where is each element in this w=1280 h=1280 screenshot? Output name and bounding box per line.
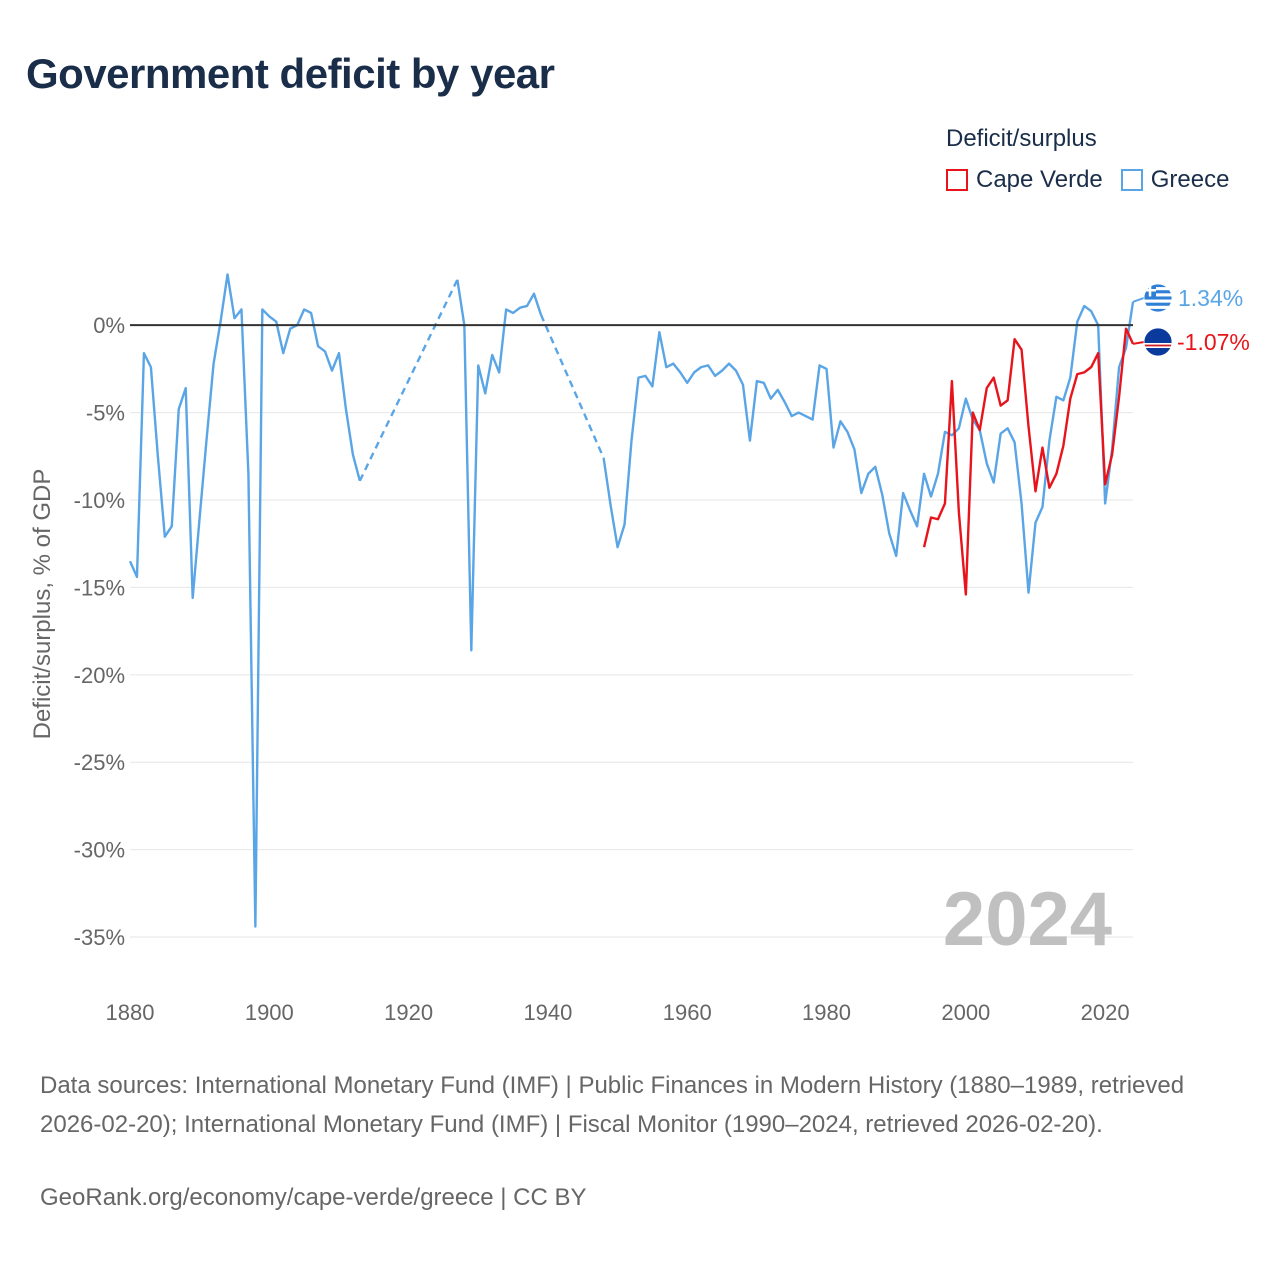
source-note: Data sources: International Monetary Fun… xyxy=(40,1072,1185,1138)
cape-verde-end-connector xyxy=(1132,341,1145,345)
x-tick-label: 1900 xyxy=(245,1000,294,1025)
legend-item-greece[interactable]: Greece xyxy=(1120,166,1230,194)
cape-verde-flag-icon xyxy=(1144,328,1172,356)
y-tick-label: -25% xyxy=(74,750,125,775)
series-line-greece[interactable] xyxy=(128,273,362,928)
y-tick-label: -20% xyxy=(74,663,125,688)
y-axis-label: Deficit/surplus, % of GDP xyxy=(29,469,56,740)
series-gap-greece xyxy=(358,279,459,482)
chart-title: Government deficit by year xyxy=(26,50,555,97)
y-tick-label: -30% xyxy=(74,838,125,863)
series-line-greece[interactable] xyxy=(456,279,543,652)
legend-swatch-cape-verde xyxy=(946,169,968,191)
series-line-cape-verde[interactable] xyxy=(922,327,1135,596)
end-markers: 1.34% -1.07% xyxy=(1132,283,1250,357)
x-tick-label: 1920 xyxy=(384,1000,433,1025)
series-lines xyxy=(128,273,1135,928)
x-axis-ticks: 1880 1900 1920 1940 1960 1980 2000 2020 xyxy=(106,1000,1130,1025)
x-tick-label: 1880 xyxy=(106,1000,155,1025)
legend-item-cape-verde[interactable]: Cape Verde xyxy=(946,166,1103,194)
legend-label-cape-verde: Cape Verde xyxy=(976,166,1103,193)
y-tick-label: -5% xyxy=(86,401,125,426)
legend-swatch-greece xyxy=(1120,169,1143,191)
y-tick-label: -35% xyxy=(74,925,125,950)
y-tick-label: -10% xyxy=(74,488,125,513)
series-gap-greece xyxy=(539,314,605,459)
year-watermark: 2024 xyxy=(943,877,1112,962)
series-line-greece[interactable] xyxy=(602,301,1135,594)
x-tick-label: 1980 xyxy=(802,1000,851,1025)
y-tick-label: -15% xyxy=(74,575,125,600)
greece-end-value: 1.34% xyxy=(1178,285,1243,311)
y-tick-label: 0% xyxy=(93,313,125,338)
x-tick-label: 1940 xyxy=(523,1000,572,1025)
x-tick-label: 2000 xyxy=(941,1000,990,1025)
line-chart: 0% -5% -10% -15% -20% -25% -30% -35% 1880 1900 19… xyxy=(29,273,1250,1025)
greece-end-connector xyxy=(1132,297,1145,303)
legend: Cape Verde Greece xyxy=(946,166,1247,194)
cape-verde-end-value: -1.07% xyxy=(1177,329,1250,355)
legend-label-greece: Greece xyxy=(1150,166,1230,193)
x-tick-label: 1960 xyxy=(663,1000,712,1025)
y-axis-ticks: 0% -5% -10% -15% -20% -25% -30% -35% xyxy=(74,313,125,950)
legend-title: Deficit/surplus xyxy=(946,125,1097,152)
x-tick-label: 2020 xyxy=(1081,1000,1130,1025)
source-link[interactable]: GeoRank.org/economy/cape-verde/greece | … xyxy=(40,1184,587,1211)
